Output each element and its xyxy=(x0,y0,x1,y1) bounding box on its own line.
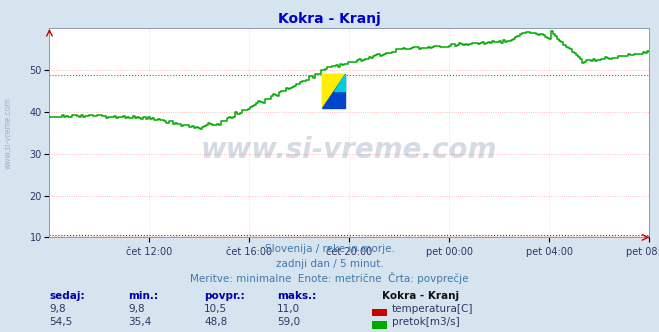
Text: min.:: min.: xyxy=(129,291,159,301)
Text: www.si-vreme.com: www.si-vreme.com xyxy=(3,97,13,169)
Text: 54,5: 54,5 xyxy=(49,317,72,327)
Text: sedaj:: sedaj: xyxy=(49,291,85,301)
Text: povpr.:: povpr.: xyxy=(204,291,245,301)
Text: temperatura[C]: temperatura[C] xyxy=(392,304,474,314)
Text: Meritve: minimalne  Enote: metrične  Črta: povprečje: Meritve: minimalne Enote: metrične Črta:… xyxy=(190,272,469,284)
Text: 11,0: 11,0 xyxy=(277,304,300,314)
Text: 48,8: 48,8 xyxy=(204,317,227,327)
Text: Slovenija / reke in morje.: Slovenija / reke in morje. xyxy=(264,244,395,254)
Text: 35,4: 35,4 xyxy=(129,317,152,327)
Text: maks.:: maks.: xyxy=(277,291,316,301)
Text: Kokra - Kranj: Kokra - Kranj xyxy=(382,291,459,301)
Polygon shape xyxy=(322,74,345,108)
Text: 9,8: 9,8 xyxy=(49,304,66,314)
Text: pretok[m3/s]: pretok[m3/s] xyxy=(392,317,460,327)
Polygon shape xyxy=(333,74,345,91)
Text: zadnji dan / 5 minut.: zadnji dan / 5 minut. xyxy=(275,259,384,269)
Text: 59,0: 59,0 xyxy=(277,317,300,327)
Text: 10,5: 10,5 xyxy=(204,304,227,314)
Text: www.si-vreme.com: www.si-vreme.com xyxy=(201,135,498,164)
Text: Kokra - Kranj: Kokra - Kranj xyxy=(278,12,381,26)
Polygon shape xyxy=(322,74,345,108)
Text: 9,8: 9,8 xyxy=(129,304,145,314)
